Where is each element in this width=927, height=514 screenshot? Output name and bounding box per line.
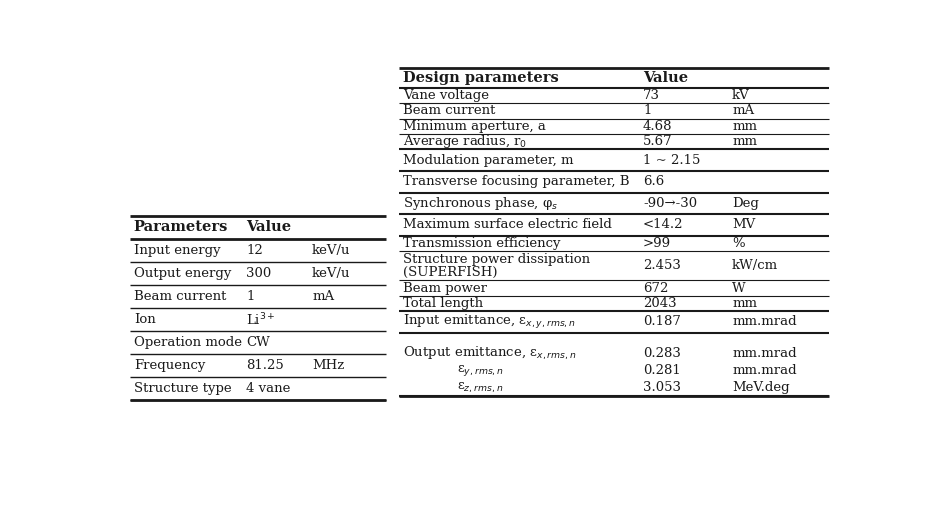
Text: Total length: Total length [402, 297, 482, 310]
Text: <14.2: <14.2 [642, 218, 683, 231]
Text: MV: MV [731, 218, 755, 231]
Text: mm.mrad: mm.mrad [731, 347, 796, 360]
Text: Input emittance, ε$_{x,y,rms,n}$: Input emittance, ε$_{x,y,rms,n}$ [402, 313, 575, 331]
Text: >99: >99 [642, 237, 670, 250]
Text: 2.453: 2.453 [642, 259, 680, 272]
Text: Input energy: Input energy [133, 244, 221, 257]
Text: 300: 300 [246, 267, 272, 280]
Text: 1: 1 [642, 104, 651, 118]
Text: Value: Value [642, 71, 688, 85]
Text: mm.mrad: mm.mrad [731, 316, 796, 328]
Text: 81.25: 81.25 [246, 359, 284, 372]
Text: 0.187: 0.187 [642, 316, 680, 328]
Text: 2043: 2043 [642, 297, 676, 310]
Text: Ion: Ion [133, 313, 156, 326]
Text: 5.67: 5.67 [642, 135, 672, 148]
Text: 6.6: 6.6 [642, 175, 664, 188]
Text: (SUPERFISH): (SUPERFISH) [402, 266, 497, 279]
Text: Value: Value [246, 220, 291, 234]
Text: Beam power: Beam power [402, 282, 487, 295]
Text: Output emittance, ε$_{x,rms,n}$: Output emittance, ε$_{x,rms,n}$ [402, 345, 576, 362]
Text: kW/cm: kW/cm [731, 259, 778, 272]
Text: 73: 73 [642, 89, 659, 102]
Text: CW: CW [246, 336, 270, 349]
Text: 4.68: 4.68 [642, 120, 672, 133]
Text: Beam current: Beam current [402, 104, 495, 118]
Text: 4 vane: 4 vane [246, 382, 290, 395]
Text: Average radius, r$_0$: Average radius, r$_0$ [402, 133, 527, 150]
Text: mA: mA [311, 290, 334, 303]
Text: Operation mode: Operation mode [133, 336, 242, 349]
Text: keV/u: keV/u [311, 267, 350, 280]
Text: ε$_{z,rms,n}$: ε$_{z,rms,n}$ [456, 380, 502, 395]
Text: Deg: Deg [731, 197, 758, 210]
Text: Beam current: Beam current [133, 290, 226, 303]
Text: Modulation parameter, m: Modulation parameter, m [402, 154, 573, 167]
Text: Output energy: Output energy [133, 267, 231, 280]
Text: Frequency: Frequency [133, 359, 205, 372]
Text: MeV.deg: MeV.deg [731, 381, 789, 394]
Text: Design parameters: Design parameters [402, 71, 558, 85]
Text: mm: mm [731, 297, 756, 310]
Text: mA: mA [731, 104, 754, 118]
Text: kV: kV [731, 89, 749, 102]
Text: 3.053: 3.053 [642, 381, 680, 394]
Text: W: W [731, 282, 745, 295]
Text: Vane voltage: Vane voltage [402, 89, 489, 102]
Text: Transmission efficiency: Transmission efficiency [402, 237, 560, 250]
Text: mm.mrad: mm.mrad [731, 364, 796, 377]
Text: 1: 1 [246, 290, 254, 303]
Text: %: % [731, 237, 744, 250]
Text: Synchronous phase, φ$_s$: Synchronous phase, φ$_s$ [402, 195, 557, 212]
Text: Maximum surface electric field: Maximum surface electric field [402, 218, 611, 231]
Text: Structure power dissipation: Structure power dissipation [402, 253, 590, 266]
Text: 672: 672 [642, 282, 667, 295]
Text: Li$^{3+}$: Li$^{3+}$ [246, 311, 275, 328]
Text: Structure type: Structure type [133, 382, 231, 395]
Text: 12: 12 [246, 244, 262, 257]
Text: 0.281: 0.281 [642, 364, 680, 377]
Text: 1 ~ 2.15: 1 ~ 2.15 [642, 154, 700, 167]
Text: 0.283: 0.283 [642, 347, 680, 360]
Text: -90→-30: -90→-30 [642, 197, 696, 210]
Text: mm: mm [731, 120, 756, 133]
Text: MHz: MHz [311, 359, 344, 372]
Text: Minimum aperture, a: Minimum aperture, a [402, 120, 545, 133]
Text: ε$_{y,rms,n}$: ε$_{y,rms,n}$ [456, 363, 503, 378]
Text: Parameters: Parameters [133, 220, 228, 234]
Text: mm: mm [731, 135, 756, 148]
Text: Transverse focusing parameter, B: Transverse focusing parameter, B [402, 175, 629, 188]
Text: keV/u: keV/u [311, 244, 350, 257]
